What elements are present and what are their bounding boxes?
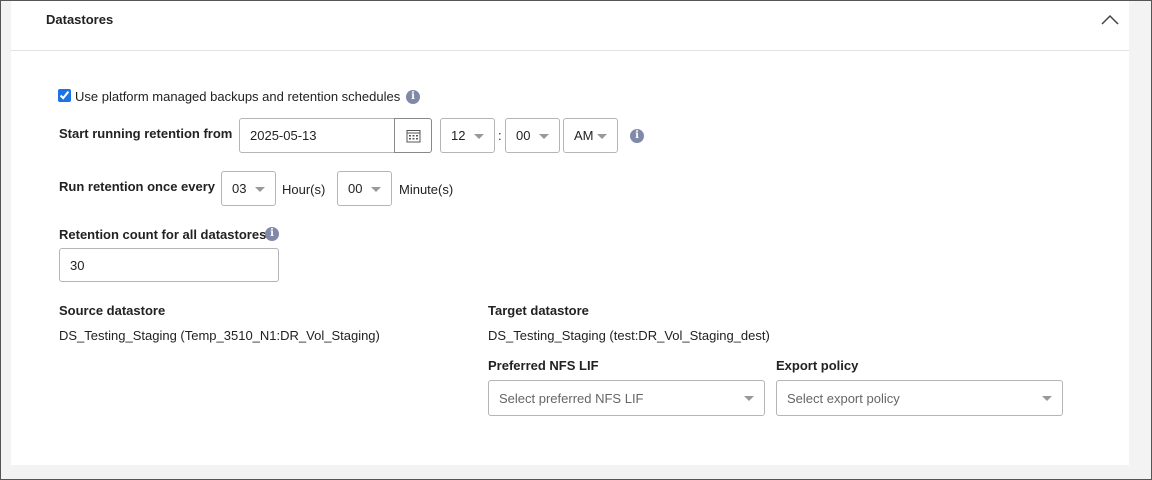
start-date-input[interactable]: 2025-05-13 xyxy=(239,118,395,153)
caret-down-icon xyxy=(474,133,484,139)
start-minute-value: 00 xyxy=(516,128,531,143)
caret-down-icon xyxy=(1042,396,1052,401)
retention-count-input[interactable]: 30 xyxy=(59,248,279,282)
info-icon[interactable]: i xyxy=(630,129,644,143)
interval-minutes-value: 00 xyxy=(348,181,363,196)
caret-down-icon xyxy=(255,186,265,192)
interval-hours-select[interactable]: 03 xyxy=(221,171,276,206)
caret-down-icon xyxy=(539,133,549,139)
managed-label: Use platform managed backups and retenti… xyxy=(75,89,401,104)
hours-unit: Hour(s) xyxy=(282,182,326,197)
caret-down-icon xyxy=(371,186,381,192)
section-header[interactable]: Datastores xyxy=(11,1,1129,51)
source-value: DS_Testing_Staging (Temp_3510_N1:DR_Vol_… xyxy=(59,328,380,343)
start-ampm-select[interactable]: AM xyxy=(563,118,618,153)
info-icon[interactable]: i xyxy=(265,227,279,241)
managed-checkbox[interactable] xyxy=(58,89,71,102)
section-title: Datastores xyxy=(46,12,114,27)
info-icon[interactable]: i xyxy=(406,90,420,104)
nfs-lif-placeholder: Select preferred NFS LIF xyxy=(499,390,644,406)
interval-hours-value: 03 xyxy=(232,181,247,196)
target-value: DS_Testing_Staging (test:DR_Vol_Staging_… xyxy=(488,328,770,343)
source-label: Source datastore xyxy=(59,303,166,318)
nfs-lif-label: Preferred NFS LIF xyxy=(488,358,599,373)
caret-down-icon xyxy=(744,396,754,401)
export-policy-placeholder: Select export policy xyxy=(787,390,900,406)
calendar-button[interactable] xyxy=(394,118,432,153)
export-policy-label: Export policy xyxy=(776,358,859,373)
nfs-lif-select[interactable]: Select preferred NFS LIF xyxy=(488,380,765,416)
calendar-icon xyxy=(406,129,420,142)
start-label: Start running retention from xyxy=(59,126,233,141)
time-separator: : xyxy=(498,128,502,143)
start-hour-select[interactable]: 12 xyxy=(440,118,495,153)
export-policy-select[interactable]: Select export policy xyxy=(776,380,1063,416)
start-minute-select[interactable]: 00 xyxy=(505,118,560,153)
chevron-up-icon[interactable] xyxy=(1101,13,1119,27)
interval-minutes-select[interactable]: 00 xyxy=(337,171,392,206)
start-hour-value: 12 xyxy=(451,128,466,143)
caret-down-icon xyxy=(597,133,607,139)
minutes-unit: Minute(s) xyxy=(399,182,454,197)
retention-count-value: 30 xyxy=(70,257,85,273)
datastores-card: Datastores Use platform managed backups … xyxy=(11,1,1129,465)
target-label: Target datastore xyxy=(488,303,589,318)
interval-label: Run retention once every xyxy=(59,179,216,194)
start-ampm-value: AM xyxy=(574,128,594,143)
start-date-value: 2025-05-13 xyxy=(250,128,317,143)
count-label: Retention count for all datastores xyxy=(59,227,267,242)
